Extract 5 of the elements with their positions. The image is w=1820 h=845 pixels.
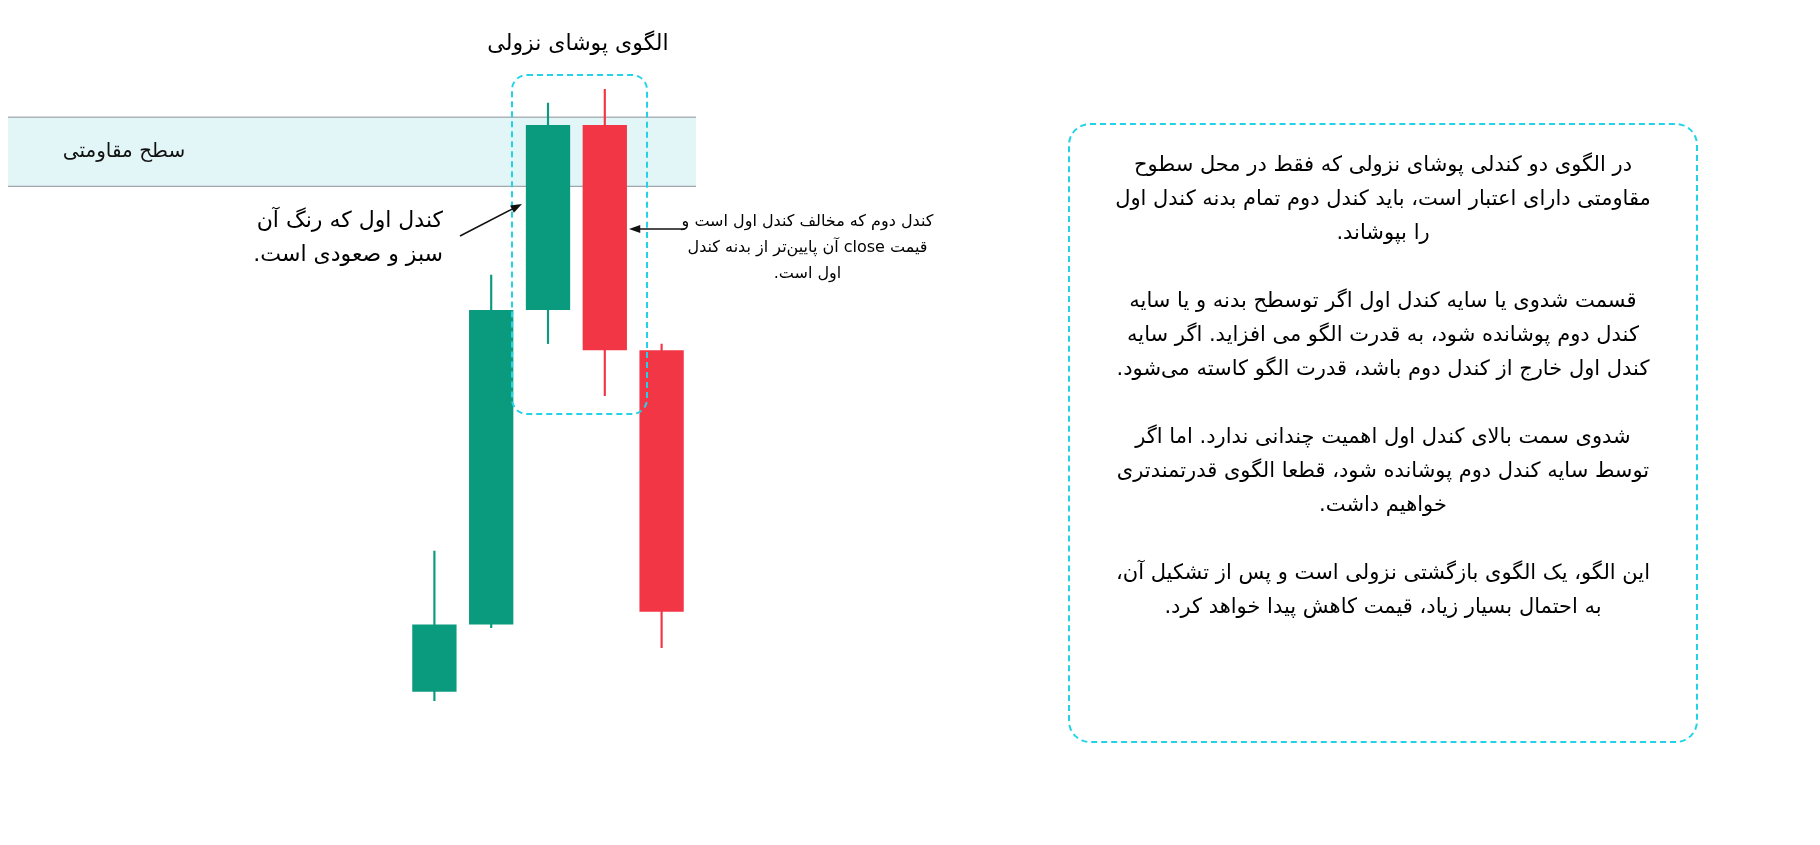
text: الگوی پوشای نزولی	[486, 30, 670, 55]
annotation: کندل دوم که مخالف کندل اول است و قیمت close آن پایین‌تر از بدنه کندل اول است.	[680, 210, 935, 284]
band-label: سطح مقاومتی	[62, 137, 186, 162]
text-card: در الگوی دو کندلی پوشای نزولی که فقط در محل سطوح مقاومتی دارای اعتبار است، باید کندل دوم تمام بدنه کندل اول را بپوشاند. قسمت شدوی یا سایه کندل اول اگر توسطح بدنه و یا سایه کندل دوم پوشانده شود، به قدرت الگو می افزاید. اگر سایه کندل اول خارج از کندل دوم باشد، قدرت الگو کاسته می‌شود. شدوی سمت بالای کندل اول اهمیت چندانی ندارد. اما اگر توسط سایه کندل دوم پوشانده شود، قطعا الگوی قدرتمندتری خواهیم داشت. این الگو، یک الگوی بازگشتی نزولی است و پس از تشکیل آن، به احتمال بسیار زیاد، قیمت کاهش پیدا خواهد کرد.	[1068, 123, 1698, 743]
annotation: کندل اول که رنگ آن سبز و صعودی است.	[252, 205, 443, 268]
